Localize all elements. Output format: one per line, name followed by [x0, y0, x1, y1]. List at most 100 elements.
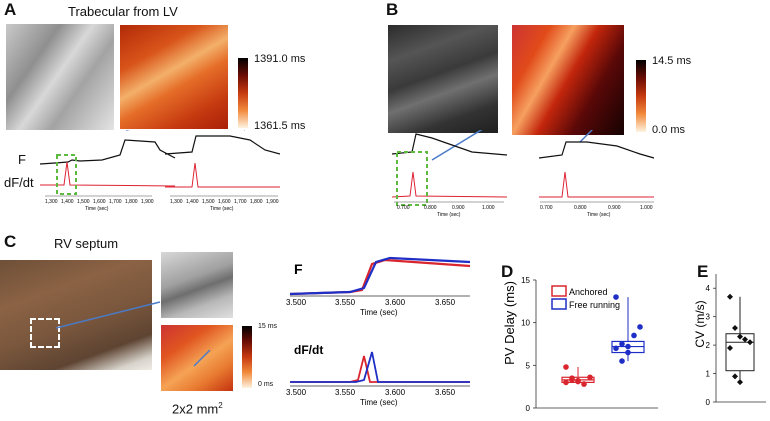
svg-text:3.600: 3.600	[385, 298, 406, 307]
panel-b-dfdt-trace-right	[539, 171, 654, 198]
panel-d-chart: PV Delay (ms) 0 5 10 15 Anchored Free runni…	[502, 276, 658, 413]
panel-b-f-trace-left	[392, 133, 508, 156]
panel-c-f-trace-anchored	[289, 258, 471, 296]
d-point-anchored	[569, 377, 575, 383]
svg-text:3.550: 3.550	[335, 388, 356, 397]
svg-text:Time (sec): Time (sec)	[437, 212, 461, 218]
panel-a-f-label: F	[18, 152, 26, 167]
svg-text:1,600: 1,600	[218, 199, 231, 205]
panel-c-fluorescence-image	[161, 252, 233, 318]
d-point-free	[613, 345, 619, 352]
panel-c-arrow	[56, 301, 161, 329]
svg-text:3.650: 3.650	[435, 298, 456, 307]
panel-c-line-marker	[193, 349, 211, 367]
d-point-free	[637, 324, 643, 330]
panel-b-fluorescence-image	[388, 25, 498, 133]
legend-anchored-label: Anchored	[569, 287, 608, 297]
d-point-free	[619, 358, 625, 364]
svg-text:1,700: 1,700	[234, 199, 247, 205]
panel-label-a: A	[4, 0, 17, 19]
panel-b-ticks-right: 0.700 0.800 0.900 1.000 Time (sec)	[540, 205, 653, 218]
svg-text:1,900: 1,900	[141, 199, 154, 205]
svg-text:1,900: 1,900	[266, 199, 279, 205]
e-point	[732, 325, 738, 332]
d-point-anchored	[563, 364, 569, 370]
e-point	[732, 373, 738, 380]
svg-text:1,400: 1,400	[61, 199, 74, 205]
svg-text:3.600: 3.600	[385, 388, 406, 397]
d-point-free	[625, 349, 631, 356]
e-point	[747, 339, 753, 346]
panel-a-highlight-box	[56, 154, 77, 195]
panel-c-colorbar	[242, 326, 252, 388]
panel-c-tissue-photo	[0, 260, 152, 370]
panel-c-roi-box	[30, 318, 60, 348]
panel-a-activation-map	[120, 25, 228, 129]
panel-c-dfdt-trace-anchored	[290, 355, 470, 383]
svg-text:Time (sec): Time (sec)	[210, 206, 234, 212]
e-point	[737, 333, 743, 340]
panel-b-arrow-1	[431, 130, 483, 161]
d-ytick-label: 0	[526, 404, 531, 413]
svg-text:Time (sec): Time (sec)	[85, 206, 109, 212]
panel-e-chart: CV (m/s) 0 1 2 3 4	[693, 274, 766, 407]
svg-text:Time (sec): Time (sec)	[360, 308, 398, 317]
svg-text:3.500: 3.500	[286, 388, 307, 397]
svg-text:0.800: 0.800	[424, 205, 437, 211]
panel-c-cbar-max: 15 ms	[258, 323, 278, 330]
e-ytick-label: 3	[706, 313, 711, 322]
panel-a-cbar-min: 1361.5 ms	[254, 120, 306, 132]
svg-text:1,800: 1,800	[250, 199, 263, 205]
svg-text:1,300: 1,300	[45, 199, 58, 205]
e-ytick-label: 2	[706, 341, 711, 350]
svg-text:Time (sec): Time (sec)	[360, 398, 398, 407]
svg-text:0.900: 0.900	[608, 205, 621, 211]
panel-a-f-trace-left	[40, 139, 176, 165]
panel-b-highlight-box	[396, 151, 428, 206]
e-point	[737, 379, 743, 386]
svg-text:1,500: 1,500	[77, 199, 90, 205]
d-ytick-label: 5	[526, 361, 531, 370]
panel-label-c: C	[4, 232, 17, 251]
svg-text:3.550: 3.550	[335, 298, 356, 307]
svg-text:1,300: 1,300	[170, 199, 183, 205]
panel-a-dfdt-label: dF/dt	[4, 175, 34, 190]
legend-free-swatch	[551, 298, 567, 310]
panel-b-activation-map	[512, 25, 624, 135]
panel-c-dfdt-trace-free	[290, 351, 470, 383]
panel-label-e: E	[697, 262, 709, 281]
svg-text:1,500: 1,500	[202, 199, 215, 205]
svg-text:1,400: 1,400	[186, 199, 199, 205]
legend-anchored-swatch	[551, 285, 567, 297]
d-ytick-label: 10	[521, 319, 530, 328]
svg-text:0.700: 0.700	[540, 205, 553, 211]
d-point-free	[613, 294, 619, 300]
panel-label-d: D	[501, 262, 514, 281]
svg-text:1.000: 1.000	[482, 205, 495, 211]
panel-e-ylabel: CV (m/s)	[693, 300, 707, 347]
svg-text:0.700: 0.700	[397, 205, 410, 211]
panel-a-dfdt-trace-right	[165, 162, 280, 188]
e-point	[727, 344, 733, 351]
svg-text:0.900: 0.900	[452, 205, 465, 211]
svg-text:1.000: 1.000	[640, 205, 653, 211]
svg-text:Time (sec): Time (sec)	[587, 212, 611, 218]
d-point-free	[625, 343, 631, 350]
panel-c-cbar-min: 0 ms	[258, 381, 274, 388]
e-point	[742, 336, 748, 343]
panel-b-cbar-min: 0.0 ms	[652, 124, 686, 136]
panel-b-ticks-left: 0.700 0.800 0.900 1.000 Time (sec)	[397, 205, 495, 218]
e-ytick-label: 0	[706, 398, 711, 407]
d-point-anchored	[575, 378, 581, 385]
panel-a-ticks-right: 1,300 1,400 1,500 1,600 1,700 1,800 1,90…	[170, 199, 279, 212]
d-point-free	[631, 332, 637, 339]
legend-free-label: Free running	[569, 300, 620, 310]
panel-b-dfdt-trace-left	[392, 171, 508, 198]
panel-c-ticks-top: 3.500 3.550 3.600 3.650 Time (sec)	[286, 298, 456, 317]
panel-b-arrow-2	[579, 130, 594, 143]
svg-text:1,700: 1,700	[109, 199, 122, 205]
panel-c-activation-map	[161, 325, 233, 391]
panel-label-b: B	[386, 0, 399, 19]
svg-text:0.800: 0.800	[574, 205, 587, 211]
d-point-anchored	[563, 379, 569, 386]
